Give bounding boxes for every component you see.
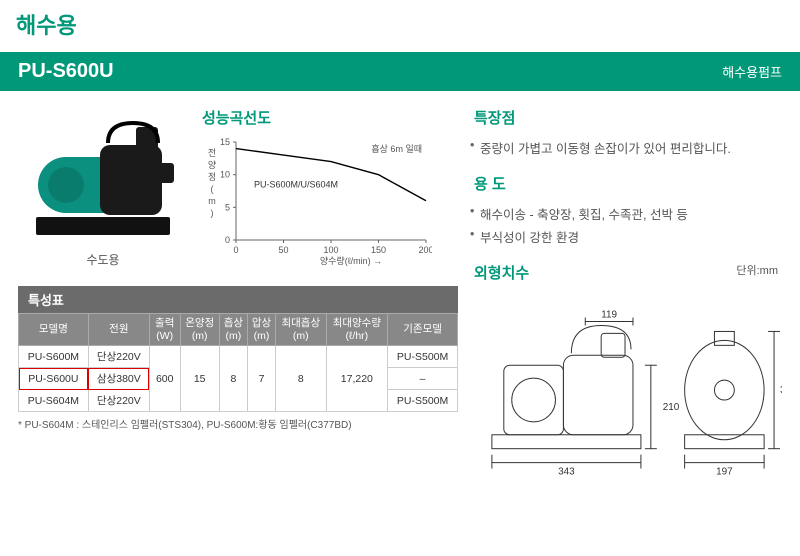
pump-image-box: 수도용 bbox=[18, 107, 188, 268]
table-cell: 단상220V bbox=[88, 390, 149, 412]
model-bar: PU-S600U 해수용펌프 bbox=[0, 52, 800, 91]
svg-text:197: 197 bbox=[716, 467, 733, 478]
svg-text:15: 15 bbox=[220, 137, 230, 147]
spec-table-title: 특성표 bbox=[18, 286, 458, 313]
svg-text:10: 10 bbox=[220, 170, 230, 180]
table-cell: 단상220V bbox=[88, 346, 149, 368]
table-row: PU-S600M단상220V6001587817,220PU-S500M bbox=[19, 346, 458, 368]
table-cell: 17,220 bbox=[326, 346, 388, 412]
bullet-item: 부식성이 강한 환경 bbox=[474, 225, 782, 248]
model-name: PU-S600U bbox=[18, 60, 114, 83]
content: 수도용 성능곡선도 0 50 100 150 200 0 5 10 15 흡상 6m 일때 PU-S… bbox=[0, 91, 800, 514]
table-header: 모델명 bbox=[19, 314, 89, 346]
svg-text:119: 119 bbox=[601, 310, 617, 321]
table-cell: 600 bbox=[149, 346, 180, 412]
table-cell: 삼상380V bbox=[88, 368, 149, 390]
features-section: 특장점 중량이 가볍고 이동형 손잡이가 있어 편리합니다. bbox=[474, 107, 782, 159]
model-subtitle: 해수용펌프 bbox=[722, 62, 782, 81]
svg-text:100: 100 bbox=[323, 245, 338, 255]
pump-image bbox=[18, 107, 188, 247]
upper-row: 수도용 성능곡선도 0 50 100 150 200 0 5 10 15 흡상 6m 일때 PU-S… bbox=[18, 107, 458, 268]
table-cell: PU-S600M bbox=[19, 346, 89, 368]
dimensions-drawing: 343 210 119 309 197 bbox=[474, 305, 782, 495]
svg-text:): ) bbox=[211, 208, 214, 218]
svg-text:309: 309 bbox=[780, 385, 782, 396]
features-title: 특장점 bbox=[474, 107, 782, 128]
table-cell: 7 bbox=[247, 346, 275, 412]
usage-title: 용 도 bbox=[474, 173, 782, 194]
performance-chart: 0 50 100 150 200 0 5 10 15 흡상 6m 일때 PU-S600M/U/S60… bbox=[202, 136, 432, 266]
svg-text:150: 150 bbox=[371, 245, 386, 255]
table-header: 전원 bbox=[88, 314, 149, 346]
page-title: 해수용 bbox=[0, 0, 800, 52]
svg-text:전: 전 bbox=[208, 148, 216, 158]
svg-text:50: 50 bbox=[278, 245, 288, 255]
right-column: 특장점 중량이 가볍고 이동형 손잡이가 있어 편리합니다. 용 도 해수이송 … bbox=[474, 107, 782, 514]
svg-text:343: 343 bbox=[558, 467, 575, 478]
bullet-item: 해수이송 - 축양장, 횟집, 수족관, 선박 등 bbox=[474, 202, 782, 225]
svg-text:0: 0 bbox=[233, 245, 238, 255]
table-cell: 8 bbox=[219, 346, 247, 412]
svg-text:210: 210 bbox=[663, 402, 680, 413]
svg-text:PU-S600M/U/S604M: PU-S600M/U/S604M bbox=[254, 180, 338, 190]
table-cell: 8 bbox=[276, 346, 326, 412]
chart-title: 성능곡선도 bbox=[202, 107, 458, 128]
svg-text:0: 0 bbox=[225, 235, 230, 245]
svg-text:양: 양 bbox=[208, 160, 216, 170]
table-cell: 15 bbox=[180, 346, 219, 412]
table-header: 기존모델 bbox=[388, 314, 458, 346]
table-cell: PU-S500M bbox=[388, 346, 458, 368]
table-cell: – bbox=[388, 368, 458, 390]
table-cell: PU-S604M bbox=[19, 390, 89, 412]
table-cell: PU-S500M bbox=[388, 390, 458, 412]
table-header: 압상(m) bbox=[247, 314, 275, 346]
table-header: 온양정(m) bbox=[180, 314, 219, 346]
svg-text:5: 5 bbox=[225, 202, 230, 212]
pump-label: 수도용 bbox=[18, 251, 188, 268]
svg-text:(: ( bbox=[211, 184, 214, 194]
spec-footnote: * PU-S604M : 스테인리스 임펠러(STS304), PU-S600M… bbox=[18, 416, 458, 431]
bullet-item: 중량이 가볍고 이동형 손잡이가 있어 편리합니다. bbox=[474, 136, 782, 159]
spec-table: 모델명전원출력(W)온양정(m)흡상(m)압상(m)최대흡상(m)최대양수량(ℓ… bbox=[18, 313, 458, 412]
svg-text:정: 정 bbox=[208, 172, 216, 182]
svg-text:양수량(ℓ/min) →: 양수량(ℓ/min) → bbox=[320, 255, 382, 266]
dimensions-section: 외형치수 단위:mm 343210119309197 bbox=[474, 262, 782, 500]
table-header: 흡상(m) bbox=[219, 314, 247, 346]
svg-text:흡상 6m 일때: 흡상 6m 일때 bbox=[371, 143, 422, 154]
table-header: 최대흡상(m) bbox=[276, 314, 326, 346]
chart-box: 성능곡선도 0 50 100 150 200 0 5 10 15 흡상 6m 일때 PU-S600M… bbox=[202, 107, 458, 268]
usage-section: 용 도 해수이송 - 축양장, 횟집, 수족관, 선박 등부식성이 강한 환경 bbox=[474, 173, 782, 248]
table-header: 출력(W) bbox=[149, 314, 180, 346]
table-header: 최대양수량(ℓ/hr) bbox=[326, 314, 388, 346]
left-column: 수도용 성능곡선도 0 50 100 150 200 0 5 10 15 흡상 6m 일때 PU-S… bbox=[18, 107, 458, 514]
svg-text:200: 200 bbox=[418, 245, 432, 255]
table-cell: PU-S600U bbox=[19, 368, 89, 390]
dimensions-unit: 단위:mm bbox=[736, 262, 778, 278]
svg-text:m: m bbox=[208, 196, 216, 206]
